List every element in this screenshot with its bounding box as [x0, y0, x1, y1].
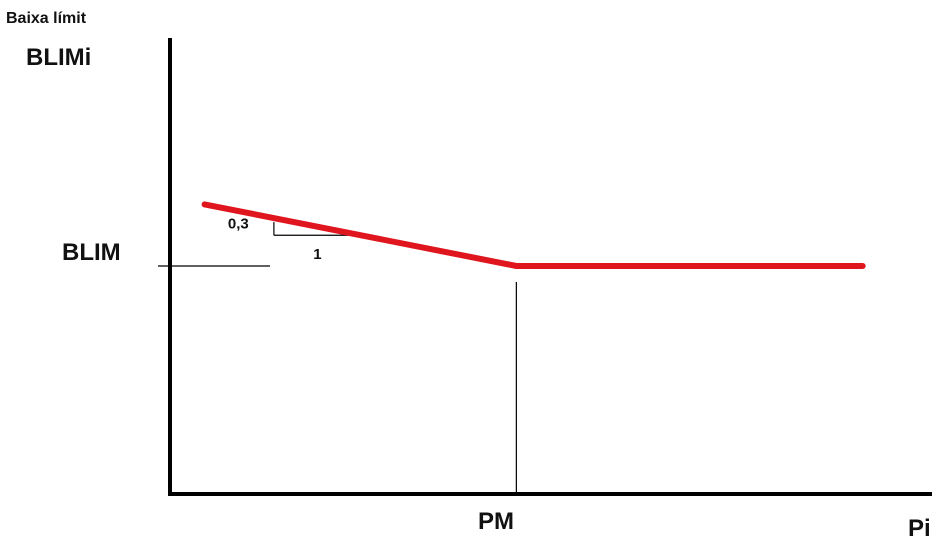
- slope-run-label: 1: [313, 246, 321, 263]
- x-axis-label: Pi: [908, 515, 931, 540]
- y-axis-label-line2: BLIMi: [26, 44, 91, 71]
- x-reference-label: PM: [478, 508, 514, 535]
- series-line-0: [201, 201, 866, 269]
- y-axis-label-line1: Baixa límit: [6, 10, 87, 27]
- series-layer: [201, 201, 866, 269]
- slope-rise-label: 0,3: [228, 216, 249, 233]
- y-reference-label: BLIM: [62, 239, 121, 266]
